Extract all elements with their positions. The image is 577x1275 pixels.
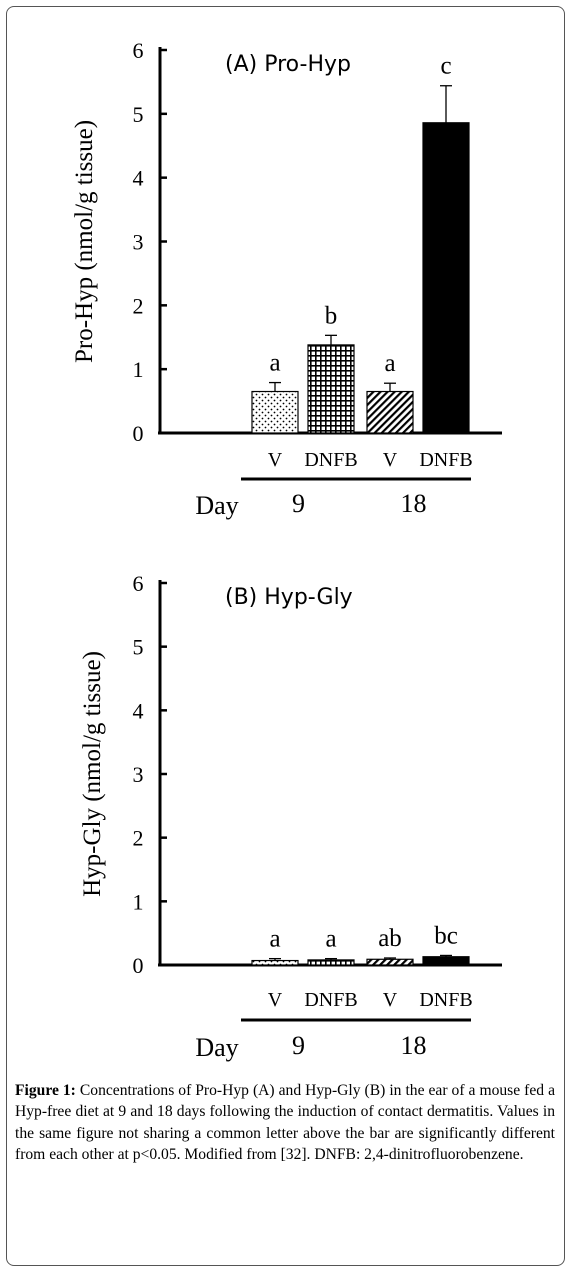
- y-tick-label: 6: [133, 571, 144, 596]
- y-tick-label: 0: [133, 421, 144, 446]
- y-tick-label: 5: [133, 102, 144, 127]
- chart-title: (B) Hyp-Gly: [225, 585, 353, 610]
- y-tick-label: 1: [133, 889, 144, 914]
- category-label: DNFB: [304, 989, 357, 1011]
- bar: [307, 344, 355, 434]
- category-label: V: [268, 449, 283, 471]
- bar: [307, 959, 355, 966]
- significance-label: b: [325, 302, 338, 329]
- y-tick-label: 3: [133, 230, 144, 255]
- chart-hyp-gly: 0 1 2 3 4 5 6 Hyp-Gly (nmol/g tissue) (B) Hyp-Gl…: [79, 571, 502, 1062]
- group-axis-label: Day: [195, 491, 238, 520]
- y-tick-label: 2: [133, 826, 144, 851]
- significance-label: a: [384, 350, 395, 377]
- caption-text: Concentrations of Pro-Hyp (A) and Hyp-Gl…: [15, 1082, 555, 1164]
- caption-label: Figure 1:: [15, 1082, 76, 1099]
- y-axis-label: Hyp-Gly (nmol/g tissue): [79, 651, 106, 897]
- chart-pro-hyp: 0 1 2 3 4 5 6 Pro-Hyp (nmol/g tissue) (A) Pro-Hy…: [71, 38, 502, 520]
- y-tick-label: 2: [133, 293, 144, 318]
- y-tick-label: 1: [133, 357, 144, 382]
- bar: [251, 959, 299, 966]
- significance-label: ab: [378, 925, 402, 952]
- group-label: 18: [401, 489, 427, 518]
- category-label: V: [268, 989, 283, 1011]
- significance-label: a: [269, 350, 280, 377]
- significance-label: bc: [434, 922, 458, 949]
- category-label: DNFB: [304, 449, 357, 471]
- group-label: 9: [292, 1031, 305, 1060]
- chart-title: (A) Pro-Hyp: [225, 52, 351, 77]
- y-axis-label: Pro-Hyp (nmol/g tissue): [71, 120, 98, 363]
- y-tick-label: 4: [133, 166, 144, 191]
- category-label: V: [383, 989, 398, 1011]
- bar: [366, 390, 414, 434]
- category-label: V: [383, 449, 398, 471]
- significance-label: a: [325, 926, 336, 953]
- bar: [422, 956, 470, 966]
- y-tick-label: 0: [133, 953, 144, 978]
- y-tick-label: 5: [133, 635, 144, 660]
- group-label: 18: [401, 1031, 427, 1060]
- group-label: 9: [292, 489, 305, 518]
- y-tick-label: 6: [133, 38, 144, 63]
- bar: [422, 122, 470, 434]
- figure-charts: 0 1 2 3 4 5 6 Pro-Hyp (nmol/g tissue) (A) Pro-Hy…: [71, 38, 502, 1062]
- category-label: DNFB: [419, 449, 472, 471]
- y-tick-label: 4: [133, 698, 144, 723]
- figure-frame: [6, 6, 565, 1266]
- bar: [366, 958, 414, 966]
- significance-label: c: [440, 53, 451, 80]
- category-label: DNFB: [419, 989, 472, 1011]
- figure-caption: Figure 1: Concentrations of Pro-Hyp (A) …: [15, 1080, 555, 1166]
- significance-label: a: [269, 926, 280, 953]
- bar: [251, 390, 299, 434]
- y-tick-label: 3: [133, 762, 144, 787]
- group-axis-label: Day: [195, 1033, 238, 1062]
